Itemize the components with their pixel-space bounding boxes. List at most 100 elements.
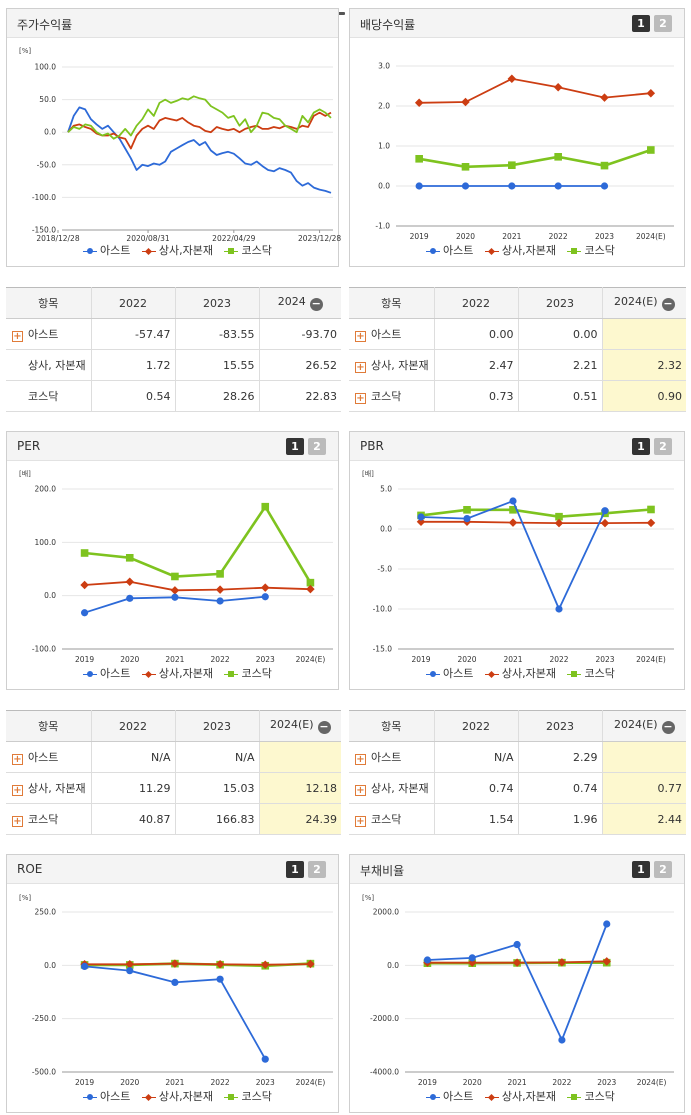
point-ast-1[interactable] <box>126 967 134 975</box>
series-line-ast[interactable] <box>420 499 606 612</box>
point-sector-3[interactable] <box>557 958 567 967</box>
legend-item-ast[interactable]: 아스트 <box>426 665 473 681</box>
series-line-kosdaq[interactable] <box>84 504 312 584</box>
point-sector-1[interactable] <box>461 97 470 107</box>
collapse-icon[interactable]: − <box>661 720 675 734</box>
series-line-ast[interactable] <box>67 106 332 194</box>
expand-icon[interactable]: + <box>355 331 366 342</box>
point-kosdaq-4[interactable] <box>261 502 270 511</box>
point-kosdaq-2[interactable] <box>509 506 517 514</box>
point-sector-2[interactable] <box>512 958 522 967</box>
point-kosdaq-1[interactable] <box>125 554 134 562</box>
point-ast-1[interactable] <box>463 515 471 523</box>
point-ast-4[interactable] <box>600 182 609 190</box>
series-line-kosdaq[interactable] <box>420 508 652 519</box>
legend-item-kosdaq[interactable]: 코스닥 <box>567 1088 615 1104</box>
page-2-button[interactable]: 2 <box>308 438 326 455</box>
series-line-kosdaq[interactable] <box>67 95 332 140</box>
point-kosdaq-1[interactable] <box>463 506 471 514</box>
point-kosdaq-0[interactable] <box>80 549 89 557</box>
series-line-sector[interactable] <box>421 520 652 524</box>
legend-item-ast[interactable]: 아스트 <box>83 242 130 258</box>
point-ast-0[interactable] <box>417 513 425 521</box>
point-ast-3[interactable] <box>558 1036 566 1044</box>
point-kosdaq-0[interactable] <box>415 155 423 163</box>
page-1-button[interactable]: 1 <box>632 15 650 32</box>
point-ast-0[interactable] <box>423 956 432 964</box>
point-ast-2[interactable] <box>171 593 179 601</box>
page-1-button[interactable]: 1 <box>286 861 304 878</box>
point-ast-0[interactable] <box>415 182 423 190</box>
series-line-sector[interactable] <box>419 77 651 104</box>
point-ast-1[interactable] <box>126 594 134 602</box>
point-sector-2[interactable] <box>508 518 518 527</box>
expand-icon[interactable]: + <box>12 785 23 796</box>
point-kosdaq-2[interactable] <box>171 572 179 581</box>
legend-item-ast[interactable]: 아스트 <box>426 1088 473 1104</box>
point-ast-3[interactable] <box>216 597 224 605</box>
point-sector-3[interactable] <box>215 585 225 594</box>
legend-item-sector[interactable]: 상사,자본재 <box>141 1088 213 1104</box>
point-kosdaq-3[interactable] <box>216 570 224 578</box>
point-kosdaq-5[interactable] <box>306 578 315 587</box>
series-line-sector[interactable] <box>67 111 332 150</box>
page-2-button[interactable]: 2 <box>308 861 326 878</box>
point-ast-4[interactable] <box>261 1055 269 1063</box>
legend-item-ast[interactable]: 아스트 <box>83 665 130 681</box>
legend-item-sector[interactable]: 상사,자본재 <box>141 242 213 258</box>
point-sector-3[interactable] <box>553 82 563 92</box>
point-kosdaq-3[interactable] <box>554 153 562 161</box>
point-ast-3[interactable] <box>216 975 224 983</box>
point-kosdaq-2[interactable] <box>508 161 516 169</box>
point-ast-2[interactable] <box>508 182 516 190</box>
series-line-sector[interactable] <box>84 580 311 592</box>
point-sector-4[interactable] <box>600 93 609 102</box>
point-kosdaq-1[interactable] <box>461 163 470 171</box>
expand-icon[interactable]: + <box>12 331 23 342</box>
point-sector-0[interactable] <box>80 580 89 590</box>
page-1-button[interactable]: 1 <box>286 438 304 455</box>
legend-item-kosdaq[interactable]: 코스닥 <box>567 242 615 258</box>
expand-icon[interactable]: + <box>355 785 366 796</box>
expand-icon[interactable]: + <box>12 816 23 827</box>
expand-icon[interactable]: + <box>355 754 366 765</box>
expand-icon[interactable]: + <box>12 754 23 765</box>
page-2-button[interactable]: 2 <box>654 861 672 878</box>
point-sector-1[interactable] <box>125 577 134 587</box>
point-sector-5[interactable] <box>646 518 656 528</box>
point-sector-5[interactable] <box>306 584 315 594</box>
page-1-button[interactable]: 1 <box>632 861 650 878</box>
page-1-button[interactable]: 1 <box>632 438 650 455</box>
collapse-icon[interactable]: − <box>661 297 675 311</box>
point-ast-1[interactable] <box>461 182 470 190</box>
point-ast-4[interactable] <box>261 593 269 601</box>
point-sector-2[interactable] <box>507 74 517 84</box>
point-kosdaq-3[interactable] <box>555 512 563 521</box>
point-sector-5[interactable] <box>646 88 656 98</box>
legend-item-ast[interactable]: 아스트 <box>83 1088 130 1104</box>
series-line-kosdaq[interactable] <box>418 148 652 169</box>
legend-item-ast[interactable]: 아스트 <box>426 242 473 258</box>
page-2-button[interactable]: 2 <box>654 15 672 32</box>
collapse-icon[interactable]: − <box>317 720 331 734</box>
point-sector-4[interactable] <box>261 583 270 592</box>
point-ast-4[interactable] <box>603 920 611 928</box>
point-ast-2[interactable] <box>513 940 521 949</box>
page-2-button[interactable]: 2 <box>654 438 672 455</box>
point-sector-4[interactable] <box>261 960 270 969</box>
point-kosdaq-5[interactable] <box>647 505 655 514</box>
legend-item-kosdaq[interactable]: 코스닥 <box>567 665 615 681</box>
point-sector-2[interactable] <box>170 586 180 595</box>
point-ast-2[interactable] <box>509 497 517 505</box>
expand-icon[interactable]: + <box>355 362 366 373</box>
legend-item-kosdaq[interactable]: 코스닥 <box>224 242 272 258</box>
point-sector-4[interactable] <box>600 518 610 528</box>
point-ast-0[interactable] <box>80 609 89 617</box>
expand-icon[interactable]: + <box>355 816 366 827</box>
point-sector-2[interactable] <box>170 959 180 968</box>
legend-item-sector[interactable]: 상사,자본재 <box>484 665 556 681</box>
point-ast-3[interactable] <box>555 605 563 613</box>
series-line-sector[interactable] <box>84 962 311 966</box>
expand-icon[interactable]: + <box>355 393 366 404</box>
point-ast-0[interactable] <box>80 962 89 970</box>
